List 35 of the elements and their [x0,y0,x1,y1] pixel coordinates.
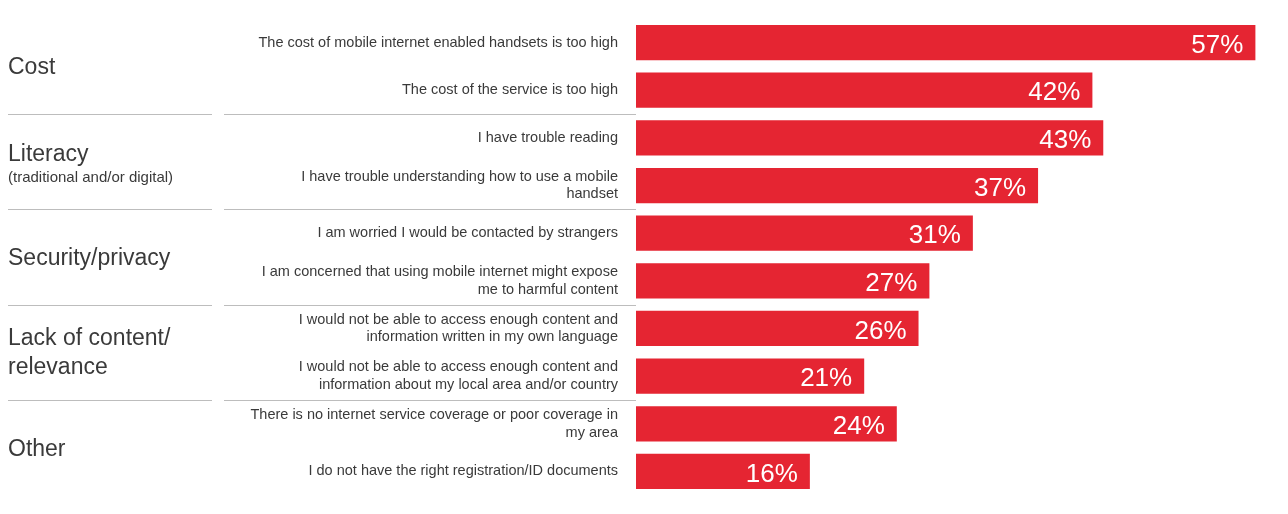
data-label: 27% [865,267,918,297]
data-label: 43% [1039,124,1092,155]
data-label: 37% [974,171,1027,202]
y-tick-label: I have trouble reading [477,128,618,145]
data-label: 16% [745,457,798,488]
bar [636,24,1256,61]
text: Security/privacy [8,242,172,272]
data-label: 42% [1028,76,1081,107]
bar [636,167,1039,204]
bar [636,72,1093,108]
y-tick-label: I would not be able to access enough content and information about my local area and/or country [298,358,619,392]
bar [636,453,810,490]
bar [636,263,930,299]
y-tick-label: I am worried I would be contacted by strangers [317,224,618,241]
text: Literacy (traditional and/or digital) [8,138,175,185]
y-tick-label: I have trouble understanding how to use a mobile handset [301,167,618,202]
y-tick-label: The cost of the service is too high [402,81,618,98]
y-tick-label: There is no internet service coverage or poor coverage in my area [250,406,619,440]
data-label: 24% [832,409,885,440]
bar [636,120,1104,156]
data-label: 31% [908,219,961,250]
y-tick-label: I do not have the right registration/ID documents [308,462,618,479]
data-label: 21% [800,362,853,393]
data-label: 26% [854,314,907,345]
y-tick-label: The cost of mobile internet enabled handsets is too high [258,33,618,50]
bar [636,310,919,347]
bar [636,358,865,394]
bar [636,406,897,442]
text: Lack of content/ relevance [8,323,172,382]
text: Cost [8,51,57,81]
data-label: 57% [1191,28,1244,59]
y-tick-label: I am concerned that using mobile internet might expose me to harmful content [261,263,618,297]
bar [636,215,973,251]
text: Other [8,433,67,463]
y-tick-label: I would not be able to access enough content and information written in my own language [298,310,618,345]
